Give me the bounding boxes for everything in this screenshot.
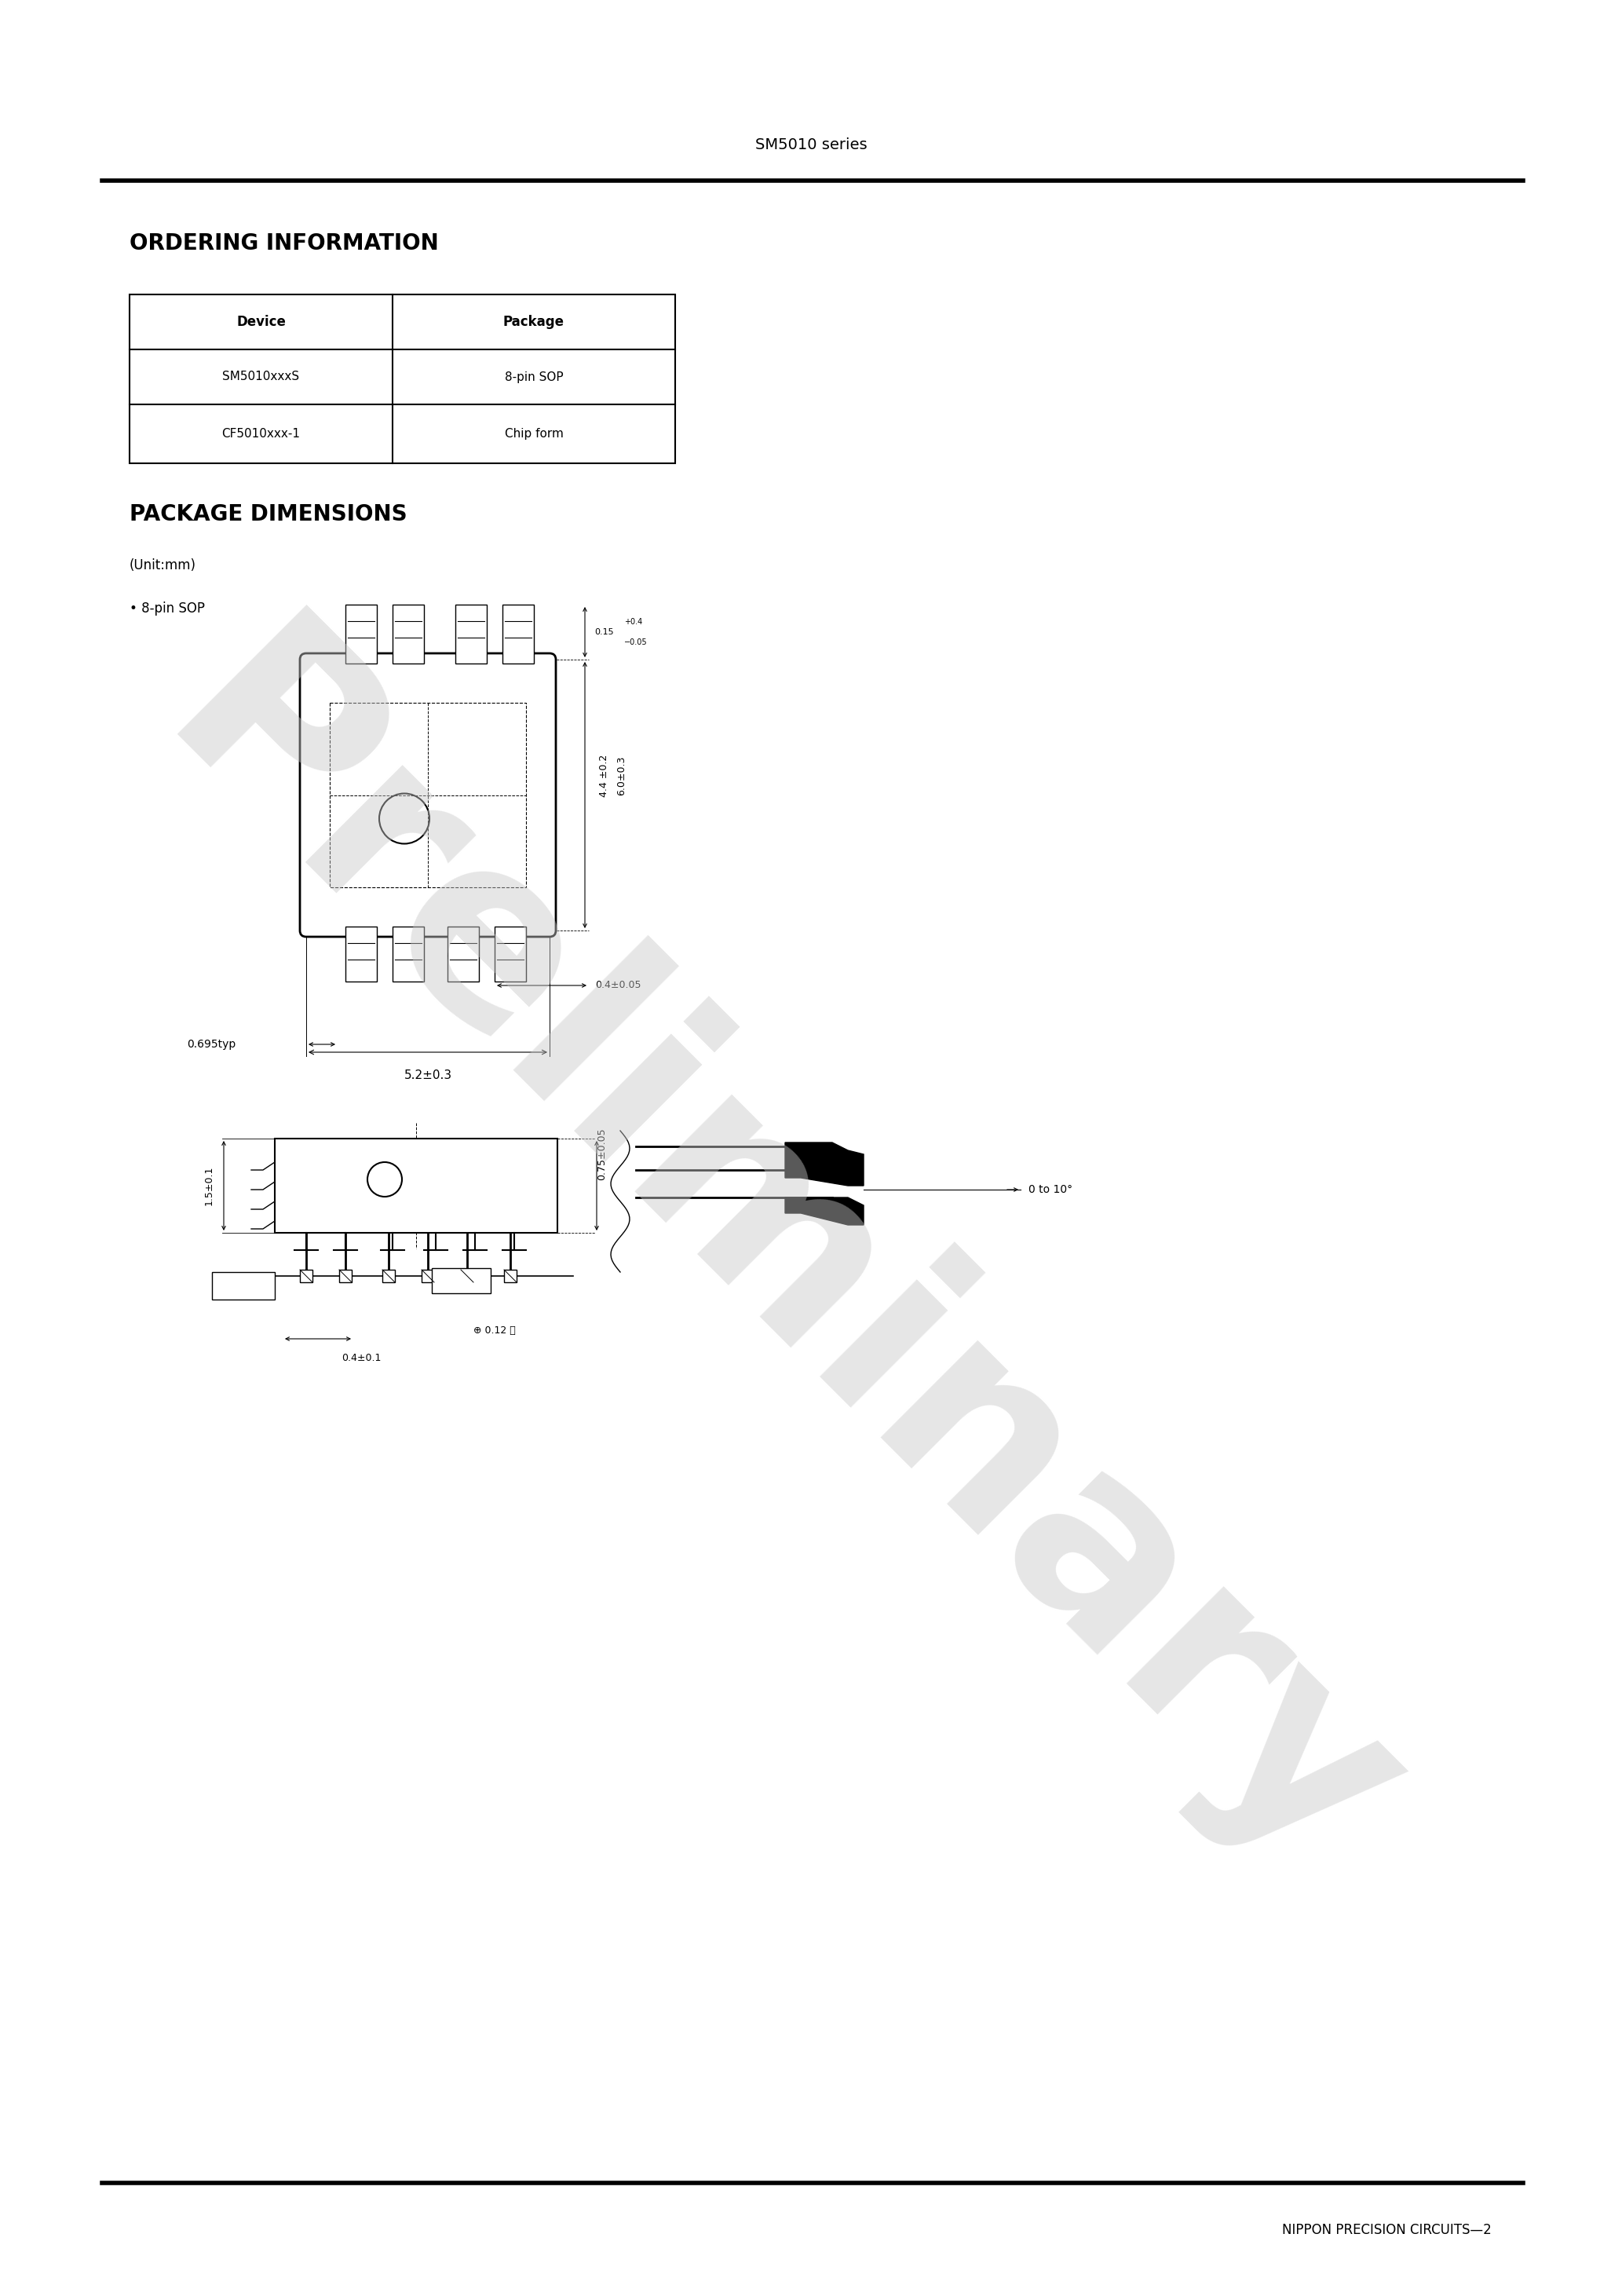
Text: +0.4: +0.4 xyxy=(624,618,642,627)
Text: (Unit:mm): (Unit:mm) xyxy=(130,558,196,572)
Bar xyxy=(345,928,376,980)
Text: CF5010xxx-1: CF5010xxx-1 xyxy=(222,427,300,441)
Bar xyxy=(339,1270,352,1281)
Text: Package: Package xyxy=(503,315,564,328)
Text: 5.2±0.3: 5.2±0.3 xyxy=(404,1070,453,1081)
Text: 0.4±0.05: 0.4±0.05 xyxy=(595,980,641,990)
Text: SM5010xxxS: SM5010xxxS xyxy=(222,372,300,383)
Bar xyxy=(300,1270,313,1281)
Bar xyxy=(393,928,423,980)
Text: 4.4 ±0.2: 4.4 ±0.2 xyxy=(599,753,610,797)
Text: 1.5±0.1: 1.5±0.1 xyxy=(204,1166,214,1205)
Text: ⊕ 0.12 Ⓜ: ⊕ 0.12 Ⓜ xyxy=(474,1325,516,1336)
Bar xyxy=(329,703,526,886)
Bar xyxy=(212,1272,274,1300)
Text: Device: Device xyxy=(237,315,285,328)
Bar xyxy=(383,1270,394,1281)
Bar xyxy=(504,1270,516,1281)
Text: ORDERING INFORMATION: ORDERING INFORMATION xyxy=(130,232,438,255)
Text: SM5010 series: SM5010 series xyxy=(754,138,868,154)
Bar xyxy=(393,604,423,664)
Text: Preliminary: Preliminary xyxy=(115,599,1442,1926)
Bar xyxy=(461,1270,474,1281)
Bar xyxy=(431,1267,491,1293)
Text: 8-pin SOP: 8-pin SOP xyxy=(504,372,563,383)
Text: 0.15: 0.15 xyxy=(594,629,613,636)
Bar xyxy=(130,294,675,464)
Bar xyxy=(345,604,376,664)
Bar xyxy=(456,604,487,664)
Text: • 8-pin SOP: • 8-pin SOP xyxy=(130,602,204,615)
Text: PACKAGE DIMENSIONS: PACKAGE DIMENSIONS xyxy=(130,503,407,526)
Polygon shape xyxy=(785,1143,863,1185)
Text: 0 to 10°: 0 to 10° xyxy=(1028,1185,1072,1196)
Polygon shape xyxy=(785,1199,863,1226)
Text: −0.05: −0.05 xyxy=(624,638,647,645)
Bar xyxy=(274,1139,558,1233)
Bar xyxy=(422,1270,435,1281)
Text: 1.27: 1.27 xyxy=(232,1281,255,1290)
Bar xyxy=(448,928,478,980)
Text: Chip form: Chip form xyxy=(504,427,563,441)
Bar xyxy=(495,928,526,980)
Text: 0.75±0.05: 0.75±0.05 xyxy=(597,1127,607,1180)
Text: NIPPON PRECISION CIRCUITS—2: NIPPON PRECISION CIRCUITS—2 xyxy=(1283,2223,1492,2236)
Text: 0.4±0.1: 0.4±0.1 xyxy=(341,1352,381,1364)
Text: 6.0±0.3: 6.0±0.3 xyxy=(616,755,626,794)
Bar xyxy=(503,604,534,664)
Text: △ 0.1₀: △ 0.1₀ xyxy=(448,1277,474,1286)
FancyBboxPatch shape xyxy=(300,654,556,937)
Text: 0.695typ: 0.695typ xyxy=(187,1038,235,1049)
